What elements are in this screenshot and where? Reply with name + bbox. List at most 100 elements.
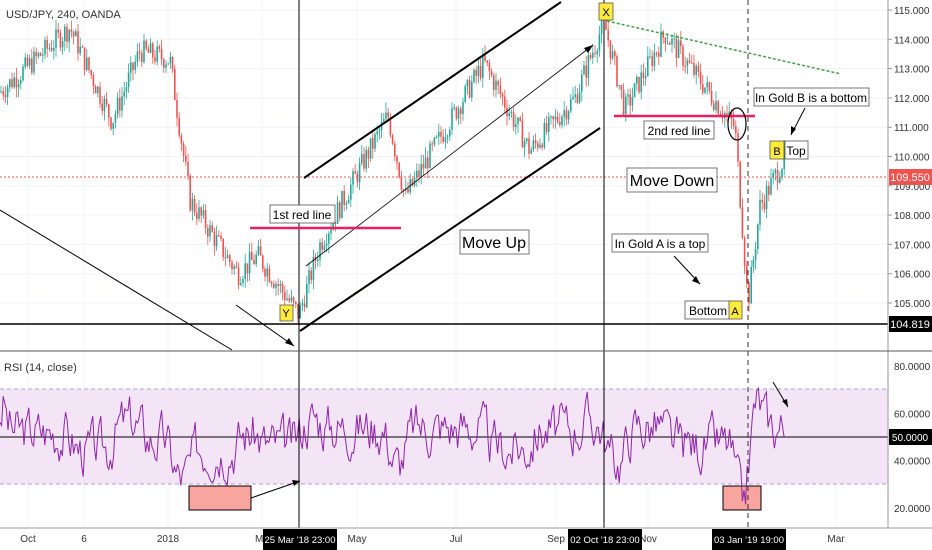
candle-body (350, 184, 352, 200)
candle-body (622, 89, 625, 115)
candle-body (684, 65, 686, 67)
candle-body (578, 91, 581, 103)
candle-body (677, 40, 680, 58)
candle-body (559, 121, 561, 126)
candle-body (163, 59, 165, 68)
candle-body (482, 54, 484, 78)
candle-body (475, 69, 477, 76)
time-tick-label: 2018 (157, 534, 180, 545)
price-tick-label: 112.000 (894, 94, 930, 105)
candle-body (306, 283, 308, 308)
rsi-arrow-left (250, 480, 301, 499)
candle-body (24, 57, 26, 67)
candle-body (389, 117, 392, 136)
candle-body (262, 255, 264, 269)
candle-body (592, 52, 594, 58)
candle-body (281, 284, 284, 293)
candle-body (589, 55, 592, 58)
candle-body (534, 140, 537, 144)
candle-body (9, 79, 11, 88)
candle-body (768, 186, 770, 195)
candle-body (391, 135, 394, 144)
candle-body (363, 154, 365, 169)
candle-body (605, 15, 607, 30)
candle-body (728, 111, 730, 115)
candle-body (779, 177, 781, 183)
candle-body (550, 116, 552, 118)
candle-body (303, 303, 306, 308)
annotation-gold-b: In Gold B is a bottom (753, 87, 870, 107)
candle-body (607, 29, 609, 41)
support-price-text: 104.819 (890, 319, 930, 331)
candle-body (699, 72, 702, 85)
candle-body (691, 62, 693, 64)
candle-body (686, 60, 689, 67)
time-highlight-tag (263, 529, 337, 550)
candle-body (11, 79, 13, 88)
candle-body (609, 40, 612, 59)
candle-body (493, 75, 495, 90)
candle-body (618, 85, 620, 87)
marker-b: B (769, 140, 785, 160)
price-tick-label: 115.000 (894, 6, 930, 17)
candle-body (218, 235, 220, 237)
annotation-top-text: Top (786, 144, 806, 158)
candle-body (50, 47, 53, 51)
candle-body (462, 101, 464, 114)
candle-body (640, 72, 642, 93)
candle-body (486, 60, 488, 63)
candle-body (235, 266, 238, 268)
candle-body (259, 246, 262, 256)
candle-body (473, 69, 475, 82)
candle-body (70, 29, 73, 32)
candle-body (739, 161, 741, 208)
candle-body (55, 29, 57, 48)
candle-body (649, 56, 651, 58)
candle-body (585, 65, 587, 78)
candle-body (191, 198, 194, 211)
marker-x: X (598, 2, 614, 21)
candle-body (207, 228, 209, 237)
candle-body (497, 80, 499, 86)
channel-upper-line (303, 1, 562, 179)
candle-body (581, 74, 583, 92)
price-tick-label: 109.000 (894, 182, 931, 193)
candle-body (321, 242, 323, 250)
arrow-gold-b-head (791, 126, 796, 135)
candle-body (427, 157, 429, 169)
candle-body (244, 263, 246, 279)
candle-body (200, 207, 202, 216)
price-tick-label: 113.000 (894, 65, 930, 76)
rsi-label: RSI (14, close) (4, 362, 77, 374)
price-tick-label: 106.000 (894, 270, 931, 281)
annotation-first-red-line: 1st red line (269, 204, 336, 224)
candle-body (343, 191, 345, 205)
candle-body (660, 31, 662, 57)
candle-body (748, 282, 750, 304)
candle-body (90, 70, 92, 76)
candle-body (484, 54, 486, 61)
annotation-bottom: Bottom (684, 300, 732, 320)
candle-body (431, 143, 433, 145)
candle-body (101, 103, 103, 111)
candle-body (398, 162, 400, 178)
candle-body (198, 207, 200, 219)
candle-body (116, 97, 119, 115)
candle-body (385, 112, 387, 120)
candle-body (59, 32, 62, 48)
candle-body (583, 65, 585, 75)
candle-body (539, 144, 541, 148)
candle-body (347, 199, 350, 204)
candle-body (600, 17, 603, 35)
candle-body (512, 112, 515, 127)
candle-body (594, 52, 596, 54)
candle-body (365, 149, 367, 169)
time-tick-label: Oct (20, 534, 36, 545)
price-tick-label: 110.000 (894, 153, 930, 164)
candle-body (75, 31, 77, 37)
candle-body (402, 189, 405, 191)
candle-body (292, 297, 295, 302)
candle-body (449, 129, 451, 137)
support-price-tag: 104.819 (889, 316, 932, 332)
